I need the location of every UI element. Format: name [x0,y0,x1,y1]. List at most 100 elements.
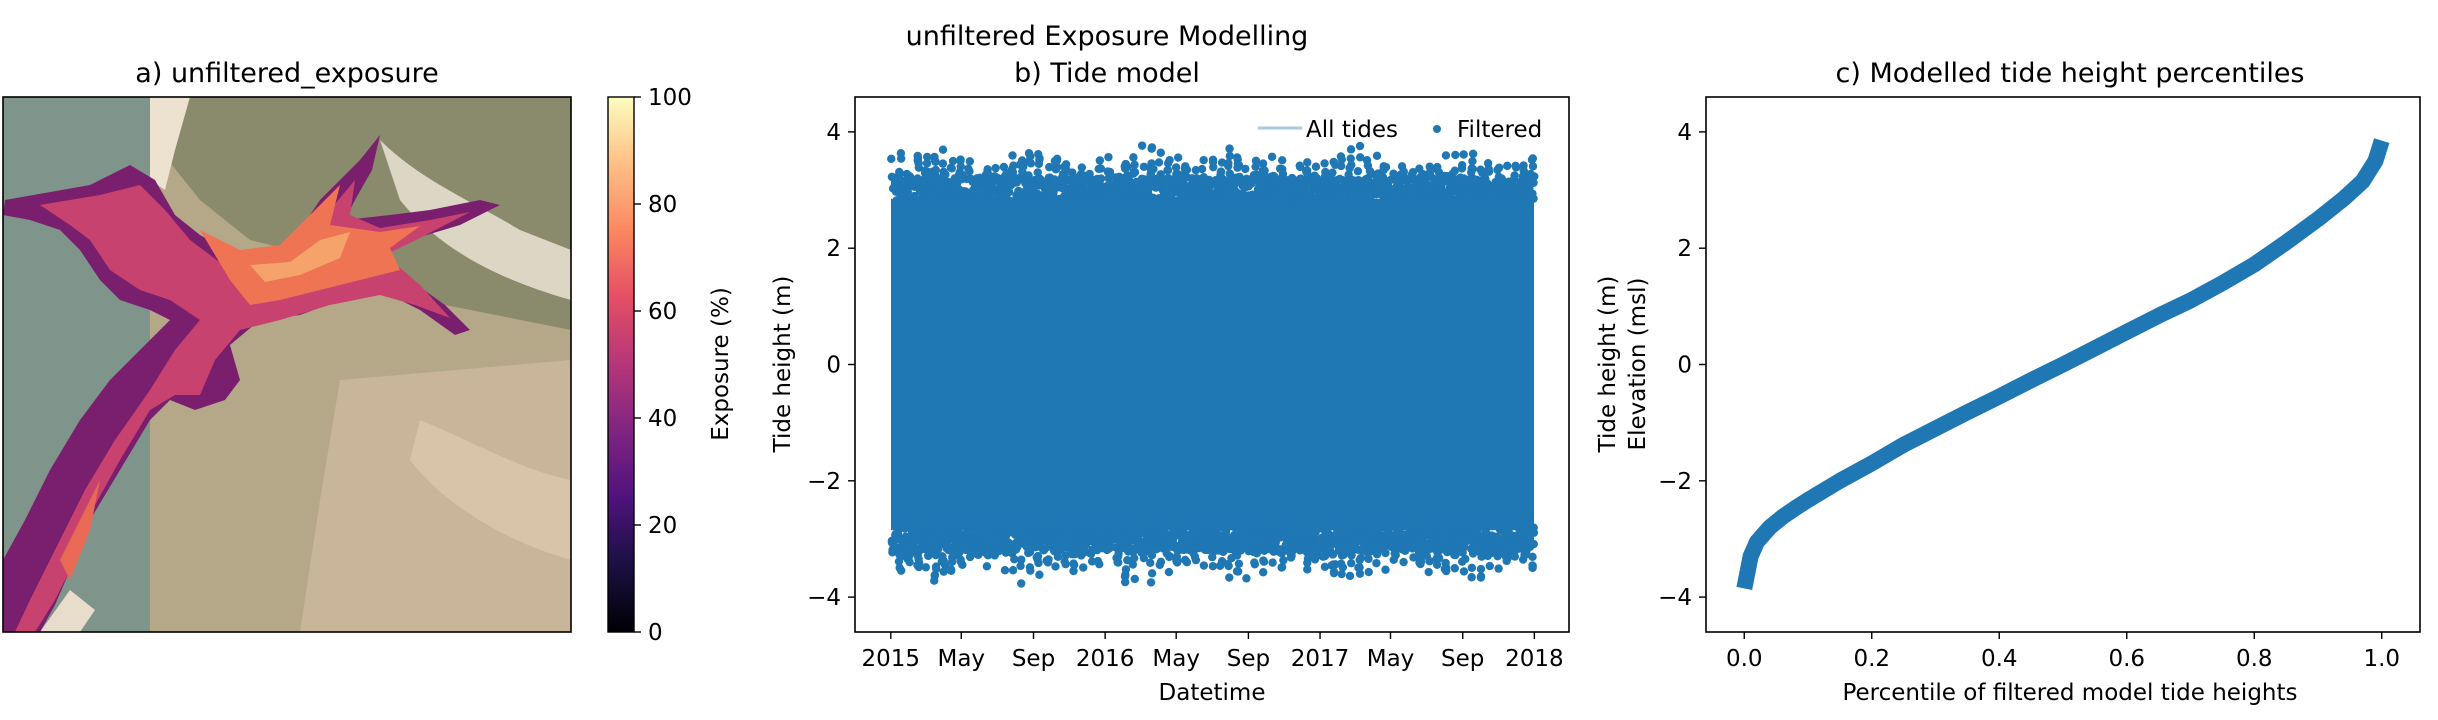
tide-point [948,156,958,166]
tide-point [1372,151,1382,160]
tide-point [1355,153,1365,162]
tide-point [1484,167,1494,176]
tide-point [1320,562,1330,572]
tide-point [1338,563,1348,572]
tide-point [1225,169,1234,178]
tide-point [1461,554,1470,564]
tide-point [1145,558,1155,568]
tide-point [1528,162,1538,171]
colorbar-tick-label: 100 [648,85,692,111]
tide-point [982,562,992,571]
tide-point [1381,548,1390,558]
tide-point [1336,161,1346,171]
tide-point [1399,557,1408,567]
tide-point [1268,558,1277,567]
x-tick-label: Sep [1227,646,1270,672]
legend-filtered-label: Filtered [1457,117,1542,143]
tide-point [958,560,967,570]
tide-point [1033,551,1043,561]
tide-point [1171,163,1181,172]
colorbar-ticks: 0 20 40 60 80 100 [634,85,692,646]
tide-point [1356,553,1366,563]
tide-point [1510,171,1519,180]
colorbar-tick-label: 0 [648,620,663,646]
panel-b-ylabel: Tide height (m) [770,276,796,454]
colorbar-gradient [607,96,635,633]
y-tick-label: 0 [1677,353,1692,379]
x-tick-label: 0.0 [1726,646,1763,672]
tide-point [1216,167,1226,176]
tide-point [1277,562,1287,572]
tide-point [1459,150,1468,159]
panel-b-title: b) Tide model [1014,58,1200,89]
panel-b-xlabel: Datetime [1159,680,1266,706]
panel-c: c) Modelled tide height percentiles 0.0 0… [1595,58,2421,706]
panel-b-y-ticks: −4 −2 0 2 4 [807,120,855,611]
colorbar-tick-label: 80 [648,192,677,218]
tide-point [1232,153,1242,162]
tide-point [1451,550,1460,560]
y-tick-label: 0 [826,353,841,379]
tide-point [1040,196,1050,205]
tide-point [1399,167,1408,176]
tide-point [1225,144,1234,153]
tide-point [991,163,1000,173]
tide-point [1053,552,1063,562]
tide-point [1337,569,1346,579]
tide-point [1529,539,1538,549]
tide-point [1260,166,1269,175]
panel-c-ylabel-line1: Tide height (m) [1595,276,1621,454]
tide-point [1165,155,1174,165]
tide-point [1467,573,1476,582]
tide-point [930,576,939,585]
panel-a: a) unfiltered_exposure [2,58,572,633]
tide-point [1173,556,1182,566]
x-tick-label: 1.0 [2363,646,2400,672]
tide-point [1485,561,1494,571]
tide-point [1225,151,1235,161]
tide-point [1279,556,1288,565]
colorbar-tick-label: 40 [648,406,677,432]
tide-point [1450,564,1459,573]
tide-point [1130,574,1140,584]
tide-point [1528,561,1537,571]
tide-point [1233,567,1243,576]
tide-point [1528,552,1537,562]
x-tick-label: 2018 [1505,646,1564,672]
x-tick-label: May [1152,646,1200,672]
tide-point [1163,166,1173,175]
x-tick-label: 0.8 [2236,646,2273,672]
tide-point [1058,184,1067,193]
tide-point [1347,160,1356,170]
tide-point [1529,523,1538,532]
tide-point [1128,560,1138,569]
tide-point [1242,574,1251,583]
y-tick-label: −4 [807,585,841,611]
tide-point [1095,559,1104,569]
tide-point [1051,562,1060,571]
x-tick-label: 2015 [862,646,921,672]
panel-a-title: a) unfiltered_exposure [135,58,438,89]
tide-point [1241,164,1250,174]
tide-point [1346,154,1355,163]
colorbar: 0 20 40 60 80 100 Exposure (%) [607,85,734,646]
tide-point [896,566,906,575]
tide-point [1137,141,1147,150]
x-tick-label: May [1367,646,1415,672]
tide-point [1147,569,1157,578]
tide-point [1095,156,1105,165]
tide-point [895,167,904,177]
tide-point [1230,180,1239,190]
x-tick-label: 2016 [1076,646,1135,672]
tide-point [1222,524,1232,533]
tide-point [1416,557,1426,566]
tide-point [1129,553,1139,563]
tide-point [1146,578,1156,587]
tide-point [1026,159,1036,168]
tide-point [1434,553,1444,563]
panel-b-x-ticks: 2015 May Sep 2016 May Sep 2017 May Sep 2018 [862,632,1564,672]
tide-point [1008,566,1018,575]
tide-point [1234,161,1244,170]
tide-point [1457,164,1467,173]
